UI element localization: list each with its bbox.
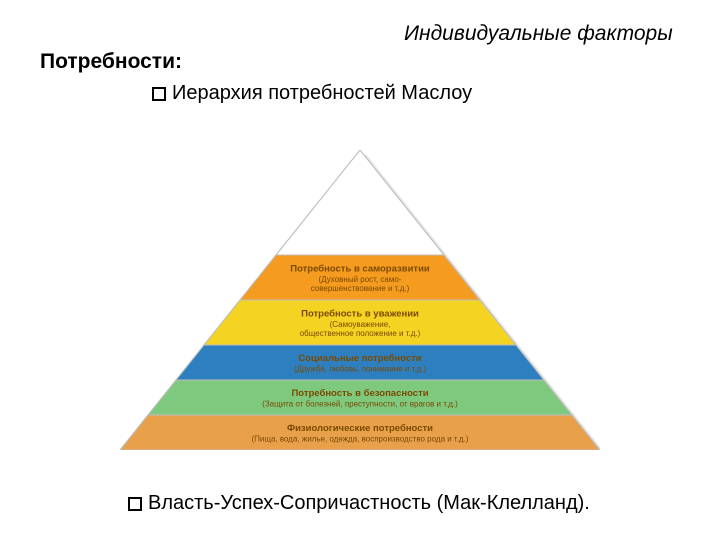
- pyramid-level-sub: совершенствование и т.д.): [311, 284, 410, 293]
- pyramid-level-title: Потребность в безопасности: [291, 388, 428, 399]
- pyramid-level-0: [276, 150, 444, 255]
- heading-individual-factors: Индивидуальные факторы: [404, 22, 673, 46]
- bullet-maslow: Иерархия потребностей Маслоу: [152, 82, 472, 105]
- bullet-mcclelland-label: Власть-Успех-Сопричастность (Мак-Клеллан…: [148, 492, 590, 515]
- pyramid-level-title: Физиологические потребности: [287, 423, 433, 434]
- pyramid-level-title: Социальные потребности: [298, 353, 421, 364]
- pyramid-level-sub: (Дружба, любовь, понимание и т.д.): [294, 365, 427, 374]
- slide-page: Индивидуальные факторы Потребности: Иера…: [0, 0, 720, 540]
- pyramid-level-sub: (Защита от болезней, преступности, от вр…: [262, 400, 458, 409]
- heading-needs: Потребности:: [40, 50, 182, 74]
- pyramid-level-sub: (Духовный рост, само-: [319, 275, 402, 284]
- pyramid-level-sub: общественное положение и т.д.): [300, 329, 421, 338]
- bullet-mcclelland: Власть-Успех-Сопричастность (Мак-Клеллан…: [128, 492, 590, 515]
- maslow-pyramid: Потребность в саморазвитии(Духовный рост…: [120, 150, 600, 450]
- pyramid-level-title: Потребность в уважении: [301, 309, 419, 320]
- pyramid-level-sub: (Пища, вода, жилье, одежда, воспроизводс…: [251, 435, 468, 444]
- square-bullet-icon: [152, 87, 166, 101]
- pyramid-level-sub: (Самоуважение,: [330, 320, 391, 329]
- square-bullet-icon: [128, 497, 142, 511]
- pyramid-level-title: Потребность в саморазвитии: [290, 264, 430, 275]
- pyramid-svg: Потребность в саморазвитии(Духовный рост…: [120, 150, 600, 450]
- bullet-maslow-label: Иерархия потребностей Маслоу: [172, 82, 472, 105]
